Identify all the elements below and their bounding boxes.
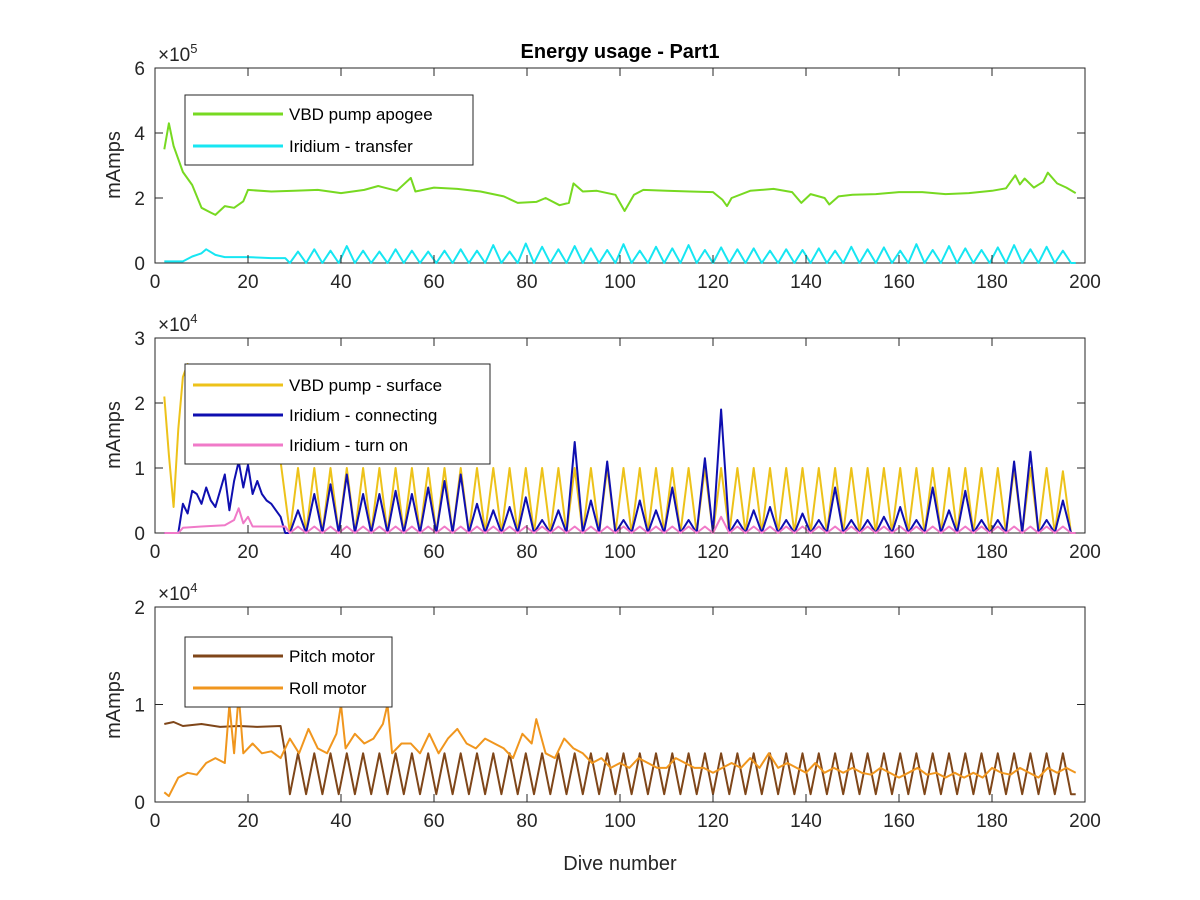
legend-label: Roll motor <box>289 679 367 698</box>
x-tick-label: 140 <box>790 272 822 293</box>
legend: Pitch motor Roll motor <box>184 636 393 708</box>
x-tick-label: 140 <box>790 542 822 563</box>
x-tick-label: 200 <box>1069 272 1101 293</box>
x-tick-label: 20 <box>237 542 258 563</box>
x-tick-label: 160 <box>883 272 915 293</box>
tick-layer: 0 20 40 60 80 100 120 140 160 180 200 0 2 4 6 <box>134 59 1100 293</box>
series-line-iridium-transfer <box>164 242 1076 264</box>
x-tick-label: 80 <box>516 542 537 563</box>
legend-box <box>184 94 474 166</box>
legend-label: Iridium - turn on <box>289 436 408 455</box>
legend: VBD pump - surface Iridium - connecting … <box>184 363 491 465</box>
x-tick-label: 100 <box>604 542 636 563</box>
y-exponent: ×104 <box>158 311 197 336</box>
tick-layer: 0 20 40 60 80 100 120 140 160 180 200 0 1 2 3 <box>134 329 1100 563</box>
legend-label: Iridium - transfer <box>289 137 413 156</box>
x-tick-label: 180 <box>976 542 1008 563</box>
series-line-vbd-pump-apogee <box>163 122 1077 216</box>
x-tick-label: 200 <box>1069 542 1101 563</box>
panel-vbd-apogee-iridium-transfer: 0 20 40 60 80 100 120 140 160 180 200 0 2 4 6 ×105 mAm… <box>103 41 1101 293</box>
x-tick-label: 40 <box>330 272 351 293</box>
y-tick-label: 1 <box>134 459 145 480</box>
x-tick-label: 40 <box>330 542 351 563</box>
y-tick-label: 6 <box>134 59 145 80</box>
y-tick-label: 0 <box>134 254 145 275</box>
chart-title: Energy usage - Part1 <box>521 41 720 63</box>
x-tick-label: 120 <box>697 542 729 563</box>
series-layer <box>163 363 1076 534</box>
x-axis-label: Dive number <box>563 853 677 875</box>
x-tick-label: 120 <box>697 811 729 832</box>
x-tick-label: 20 <box>237 811 258 832</box>
legend-label: Iridium - connecting <box>289 406 437 425</box>
y-axis-label: mAmps <box>103 671 125 739</box>
x-tick-label: 0 <box>150 542 161 563</box>
legend-box <box>184 636 393 708</box>
x-tick-label: 20 <box>237 272 258 293</box>
series-layer <box>163 122 1077 264</box>
legend-label: VBD pump apogee <box>289 105 433 124</box>
x-tick-label: 40 <box>330 811 351 832</box>
series-layer <box>163 693 1077 798</box>
x-tick-label: 80 <box>516 811 537 832</box>
panel-vbd-surface-iridium-connecting: 0 20 40 60 80 100 120 140 160 180 200 0 1 2 3 ×104 mAm… <box>103 311 1101 563</box>
x-tick-label: 160 <box>883 542 915 563</box>
x-tick-label: 0 <box>150 272 161 293</box>
y-tick-label: 1 <box>134 696 145 717</box>
x-tick-label: 100 <box>604 272 636 293</box>
x-tick-label: 60 <box>423 272 444 293</box>
x-tick-label: 180 <box>976 811 1008 832</box>
x-tick-label: 140 <box>790 811 822 832</box>
y-axis-label: mAmps <box>103 401 125 469</box>
tick-layer: 0 20 40 60 80 100 120 140 160 180 200 0 1 2 <box>134 598 1100 832</box>
y-tick-label: 0 <box>134 793 145 814</box>
x-tick-label: 100 <box>604 811 636 832</box>
panel-pitch-roll-motor: 0 20 40 60 80 100 120 140 160 180 200 0 1 2 ×104 mAmp… <box>103 580 1101 875</box>
x-tick-label: 80 <box>516 272 537 293</box>
x-tick-label: 60 <box>423 811 444 832</box>
y-tick-label: 2 <box>134 189 145 210</box>
series-line-iridium-turn-on <box>164 507 1076 534</box>
y-tick-label: 3 <box>134 329 145 350</box>
x-tick-label: 120 <box>697 272 729 293</box>
y-tick-label: 2 <box>134 598 145 619</box>
legend-label: VBD pump - surface <box>289 376 442 395</box>
legend: VBD pump apogee Iridium - transfer <box>184 94 474 166</box>
x-tick-label: 60 <box>423 542 444 563</box>
x-tick-label: 0 <box>150 811 161 832</box>
y-exponent: ×104 <box>158 580 197 605</box>
legend-label: Pitch motor <box>289 647 375 666</box>
x-tick-label: 160 <box>883 811 915 832</box>
y-exponent: ×105 <box>158 41 197 66</box>
y-tick-label: 4 <box>134 124 145 145</box>
x-tick-label: 200 <box>1069 811 1101 832</box>
series-line-pitch-motor <box>164 721 1076 796</box>
y-axis-label: mAmps <box>103 131 125 199</box>
x-tick-label: 180 <box>976 272 1008 293</box>
y-tick-label: 0 <box>134 524 145 545</box>
y-tick-label: 2 <box>134 394 145 415</box>
series-line-roll-motor <box>163 693 1077 798</box>
